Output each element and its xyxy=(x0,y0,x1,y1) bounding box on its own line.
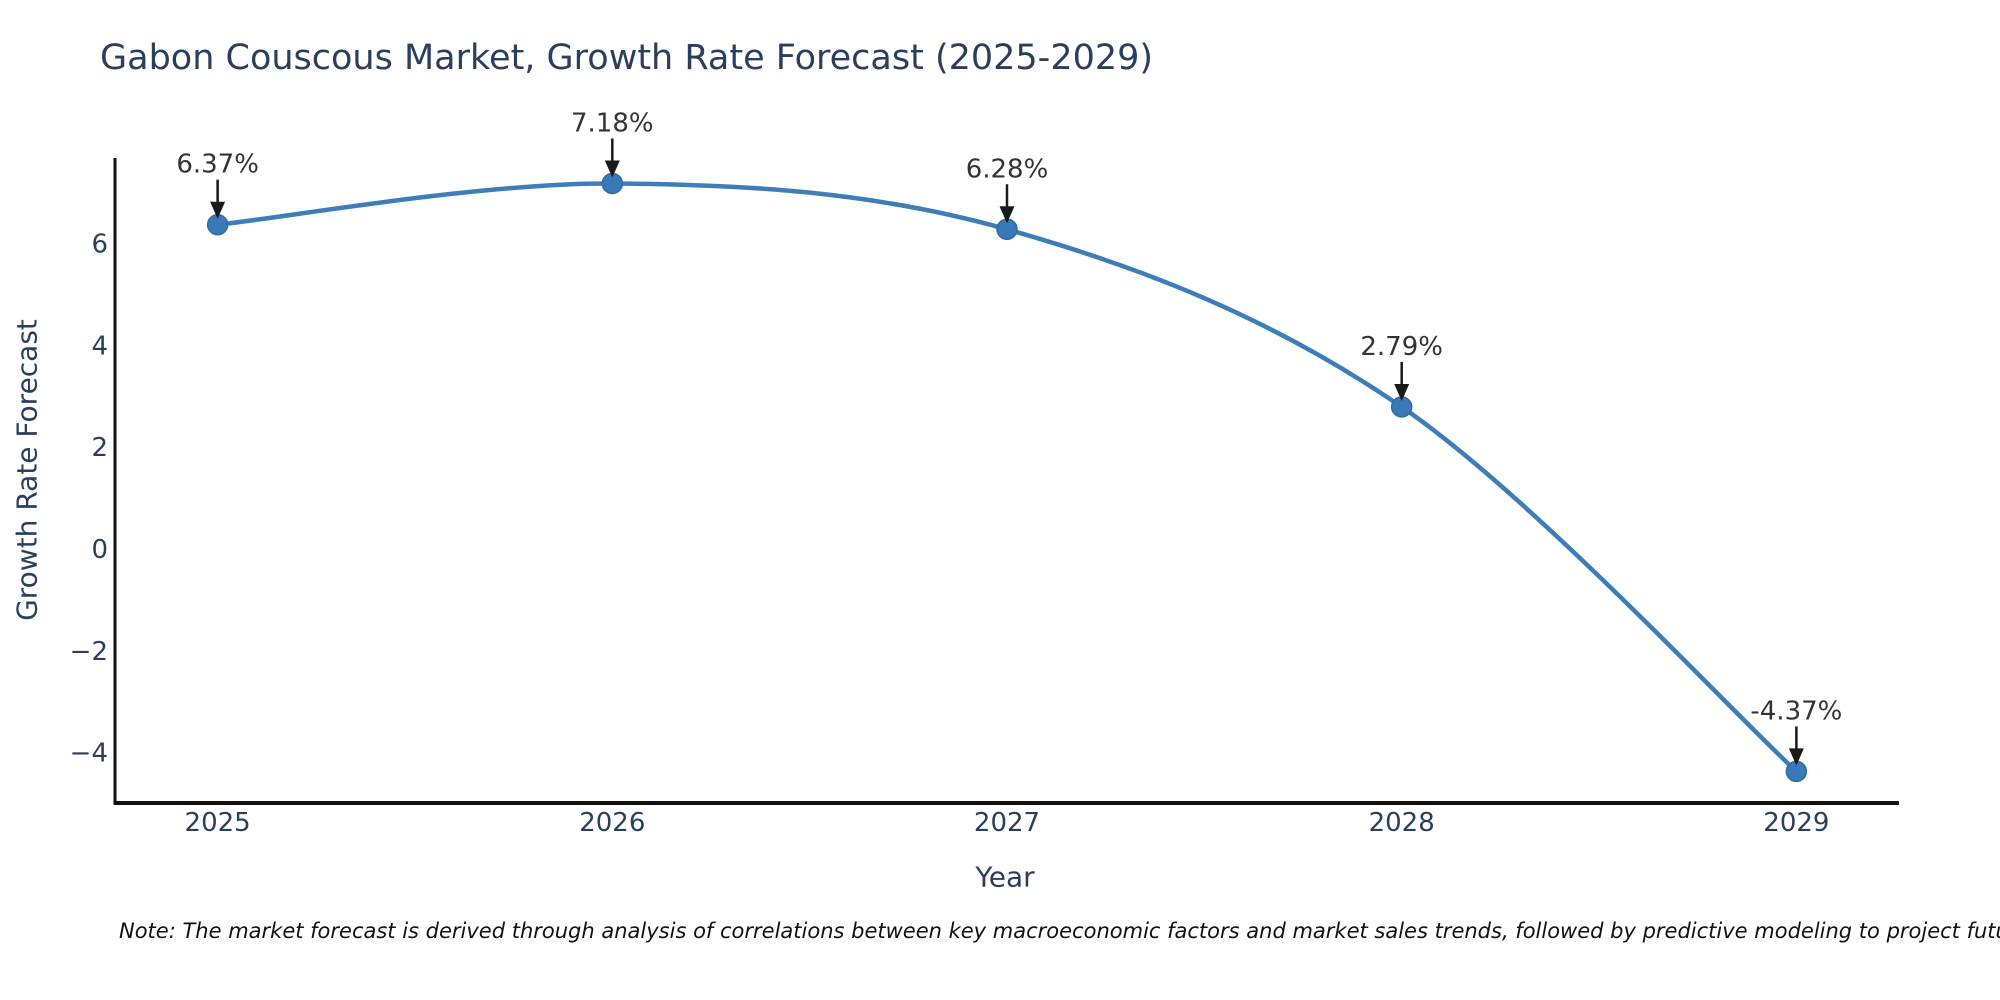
annotation-arrowhead-icon xyxy=(210,201,226,219)
chart-title: Gabon Couscous Market, Growth Rate Forec… xyxy=(100,38,1154,78)
annotation-arrowhead-icon xyxy=(999,206,1015,224)
y-tick-label: 4 xyxy=(91,331,108,361)
annotation-label: 6.28% xyxy=(966,154,1049,184)
annotation-label: -4.37% xyxy=(1750,696,1842,726)
x-tick-label: 2027 xyxy=(974,808,1040,838)
x-tick-label: 2028 xyxy=(1369,808,1435,838)
x-tick-label: 2025 xyxy=(185,808,251,838)
x-tick-label: 2029 xyxy=(1763,808,1829,838)
annotation-label: 2.79% xyxy=(1360,332,1443,362)
y-tick-label: 2 xyxy=(91,433,108,463)
annotation-arrowhead-icon xyxy=(604,160,620,178)
annotation-label: 7.18% xyxy=(571,108,654,138)
y-tick-label: −4 xyxy=(70,739,108,769)
footnote: Note: The market forecast is derived thr… xyxy=(119,919,2000,943)
y-tick-label: 6 xyxy=(91,230,108,260)
annotation-arrowhead-icon xyxy=(1394,383,1410,401)
y-tick-label: 0 xyxy=(91,535,108,565)
y-tick-label: −2 xyxy=(70,637,108,667)
forecast-line xyxy=(215,181,1799,774)
y-axis-title: Growth Rate Forecast xyxy=(10,319,44,621)
annotation-arrowhead-icon xyxy=(1788,748,1804,766)
x-axis-title: Year xyxy=(975,860,1035,894)
x-tick-label: 2026 xyxy=(579,808,645,838)
annotation-label: 6.37% xyxy=(176,150,259,180)
